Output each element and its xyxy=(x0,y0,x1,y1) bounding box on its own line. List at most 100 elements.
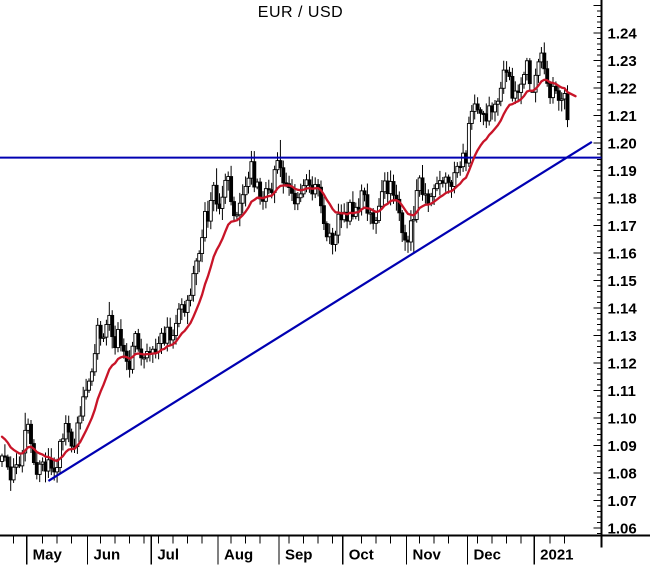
candle-body xyxy=(11,466,16,481)
month-label: Jul xyxy=(157,547,179,564)
candle-body xyxy=(420,177,425,195)
price-axis: 1.24 1.23 1.22 1.21 1.20 1.19 1.18 1.17 1.16 1.15… xyxy=(593,0,638,548)
candle-body xyxy=(92,353,97,373)
average-line xyxy=(0,78,577,463)
candle-body xyxy=(176,308,181,324)
candle-body xyxy=(495,100,500,105)
price-tick-label: 1.11 xyxy=(608,383,636,400)
candle-body xyxy=(324,223,329,238)
candle-body xyxy=(545,68,550,84)
candle-body xyxy=(362,190,367,196)
month-label: Oct xyxy=(349,547,374,564)
candle-body xyxy=(31,443,36,464)
candle-body xyxy=(414,190,419,220)
candle-body xyxy=(29,423,33,445)
candle-body xyxy=(553,85,558,92)
overlay-lines xyxy=(0,140,602,482)
candle-body xyxy=(95,324,100,355)
candle-body xyxy=(551,85,555,99)
candle-body xyxy=(391,181,396,196)
candle-body xyxy=(403,232,408,241)
candle-body xyxy=(533,74,538,93)
candle-body xyxy=(191,273,196,296)
candle-body xyxy=(400,212,405,234)
candle-body xyxy=(229,176,234,203)
candle-body xyxy=(510,75,515,99)
candle-body xyxy=(446,176,451,183)
candle-body xyxy=(188,294,193,301)
price-tick-label: 1.08 xyxy=(608,466,637,483)
candle-body xyxy=(478,109,483,114)
candle-body xyxy=(66,423,71,433)
candle-body xyxy=(542,52,547,70)
time-axis: May Jun Jul Aug Sep Oct Nov Dec 2021 xyxy=(0,534,650,565)
candle-body xyxy=(397,198,402,214)
candle-body xyxy=(408,220,413,243)
candle-body xyxy=(469,110,474,124)
candle-body xyxy=(266,188,271,191)
candle-body xyxy=(493,103,497,113)
candle-body xyxy=(89,371,94,382)
candle-body xyxy=(336,213,341,236)
candle-body xyxy=(379,191,384,207)
candle-body xyxy=(536,61,541,76)
candle-body xyxy=(78,415,83,424)
candle-body xyxy=(246,177,251,187)
candle-body xyxy=(81,396,86,417)
candle-body xyxy=(142,357,147,360)
candle-body xyxy=(101,336,106,339)
candle-body xyxy=(20,452,25,467)
price-tick-label: 1.16 xyxy=(608,246,637,263)
price-tick-label: 1.22 xyxy=(608,81,637,98)
candle-body xyxy=(200,237,205,255)
candle-body xyxy=(118,329,123,346)
candle-body xyxy=(194,260,199,275)
candle-body xyxy=(519,83,524,93)
candle-body xyxy=(203,211,207,239)
candle-body xyxy=(487,105,492,122)
candle-body xyxy=(243,185,248,196)
moving-average-line xyxy=(0,78,577,463)
price-tick-label: 1.20 xyxy=(608,136,637,153)
candle-body xyxy=(110,314,115,338)
candle-body xyxy=(220,196,225,209)
candle-body xyxy=(232,201,236,217)
candle-body xyxy=(2,455,7,458)
candle-body xyxy=(171,335,176,341)
candle-body xyxy=(365,194,370,214)
price-tick-label: 1.19 xyxy=(608,163,637,180)
candle-body xyxy=(258,181,263,200)
price-tick-label: 1.24 xyxy=(608,26,638,43)
candle-body xyxy=(58,440,62,468)
candle-body xyxy=(84,389,89,398)
candle-body xyxy=(377,205,381,222)
price-tick-label: 1.06 xyxy=(608,521,637,538)
candle-body xyxy=(513,90,518,99)
candle-body xyxy=(49,459,54,469)
candle-body xyxy=(208,200,213,222)
trend-line xyxy=(47,140,593,482)
candle-body xyxy=(69,431,74,447)
candle-body xyxy=(37,463,42,475)
candle-body xyxy=(104,324,109,338)
candle-body xyxy=(559,98,564,101)
candle-body xyxy=(0,455,4,462)
candle-body xyxy=(475,103,480,111)
candle-body xyxy=(522,74,526,85)
price-tick-label: 1.21 xyxy=(608,108,637,125)
candle-body xyxy=(136,333,141,350)
candle-body xyxy=(307,179,312,186)
candle-body xyxy=(466,123,471,164)
candle-body xyxy=(319,186,323,207)
candle-body xyxy=(263,188,268,202)
candle-body xyxy=(435,183,439,190)
candle-body xyxy=(556,90,561,101)
candle-body xyxy=(197,253,202,262)
candle-body xyxy=(298,193,303,199)
month-label: Dec xyxy=(473,547,501,564)
chart-title: EUR / USD xyxy=(257,4,344,21)
candle-body xyxy=(432,188,437,198)
candles xyxy=(0,42,570,491)
